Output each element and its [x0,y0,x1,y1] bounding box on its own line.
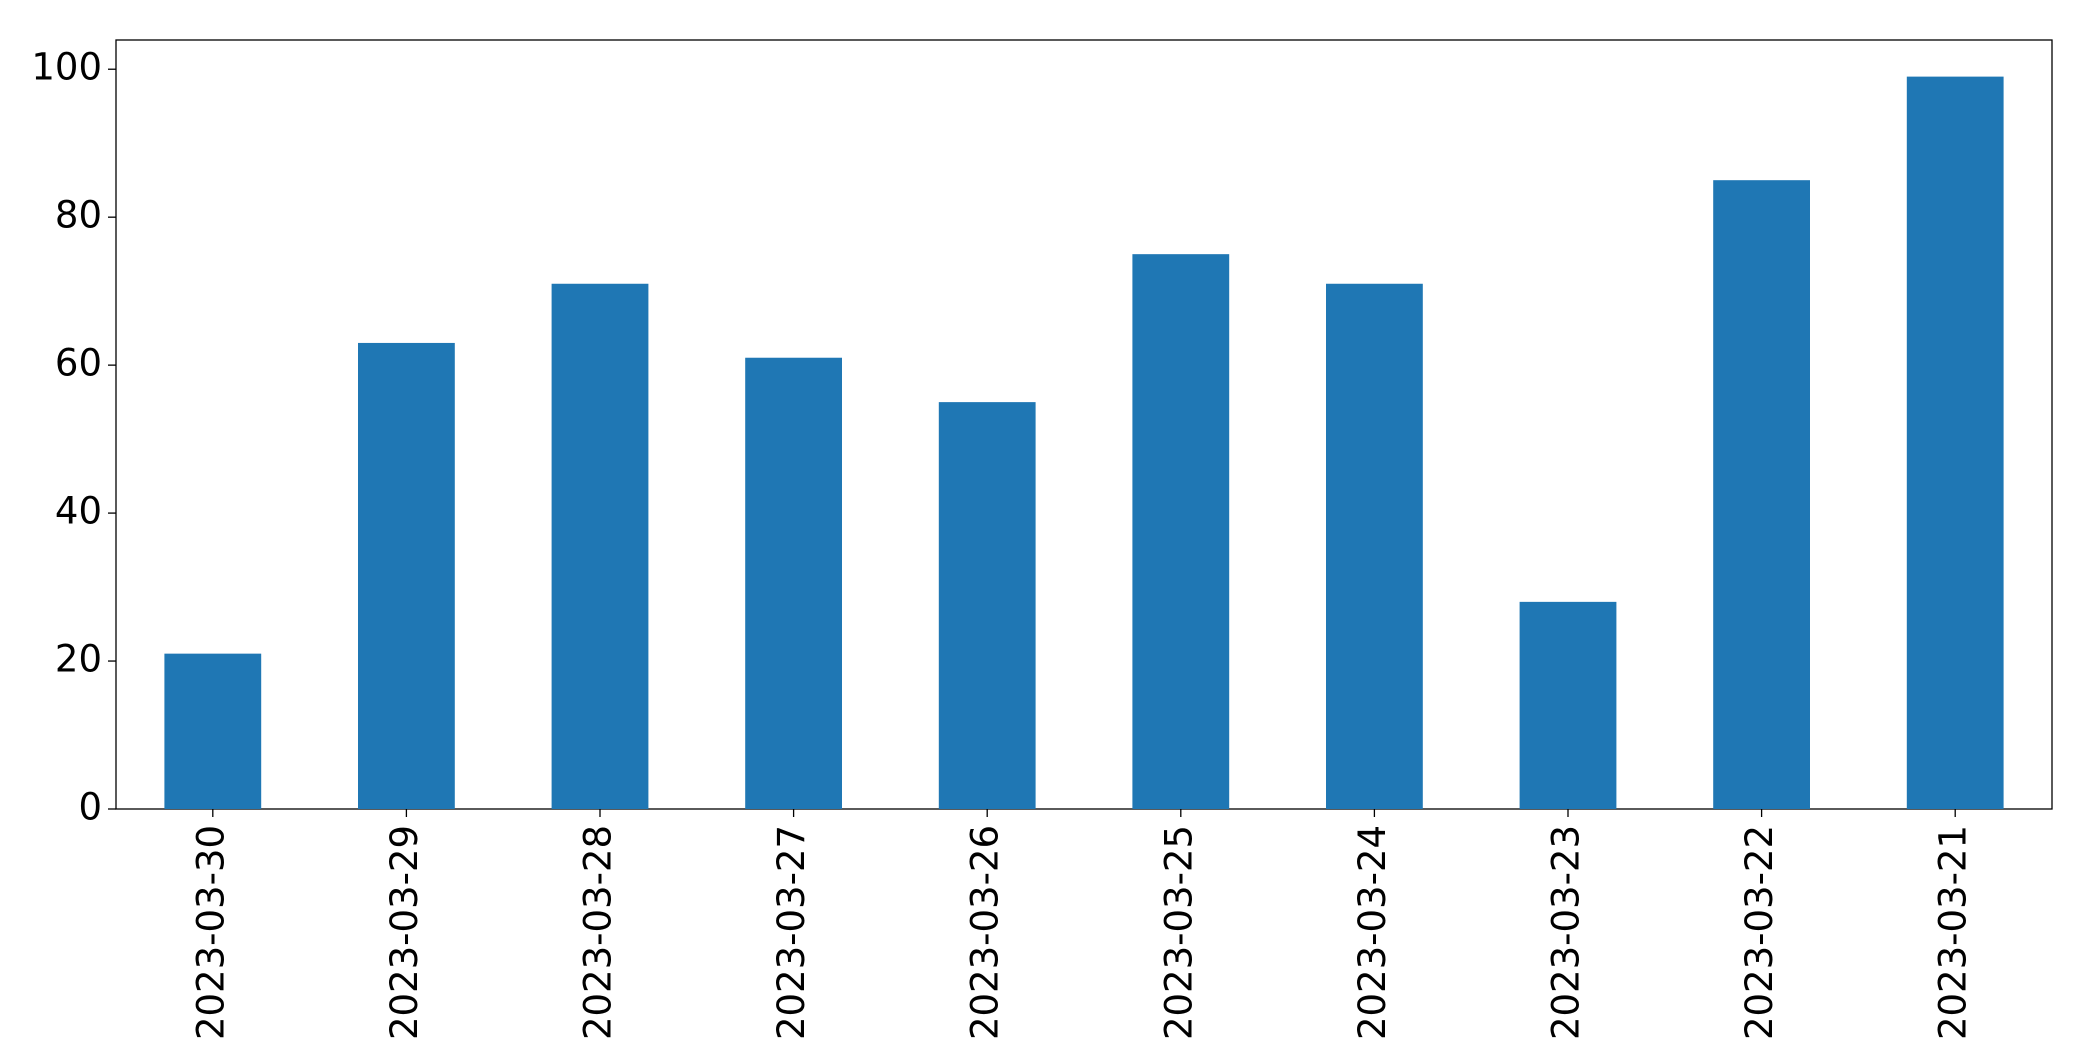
y-tick-label: 80 [55,194,102,237]
bar [745,357,842,809]
bar [938,402,1036,809]
bar [1519,601,1617,809]
bar [1326,283,1423,809]
x-tick-label: 2023-03-25 [1157,825,1200,1040]
x-tick-label: 2023-03-21 [1932,825,1975,1040]
y-tick-label: 20 [55,638,102,681]
x-tick-label: 2023-03-30 [189,825,232,1040]
x-tick-label: 2023-03-29 [383,825,426,1040]
y-tick-label: 100 [31,46,102,89]
y-tick-label: 0 [78,786,102,829]
bar [358,342,455,809]
plot-frame [115,39,2053,810]
x-tick-label: 2023-03-27 [770,825,813,1040]
x-tick-label: 2023-03-23 [1545,825,1588,1040]
bar [164,653,262,809]
x-tick-label: 2023-03-26 [964,825,1007,1040]
bar [551,283,649,809]
y-tick-label: 60 [55,342,102,385]
bar [1713,180,1810,810]
x-tick-label: 2023-03-24 [1351,825,1394,1040]
x-tick-label: 2023-03-28 [577,825,620,1040]
bar [1906,76,2004,810]
y-tick-label: 40 [55,490,102,533]
bar [1132,254,1230,809]
x-tick-label: 2023-03-22 [1738,825,1781,1040]
